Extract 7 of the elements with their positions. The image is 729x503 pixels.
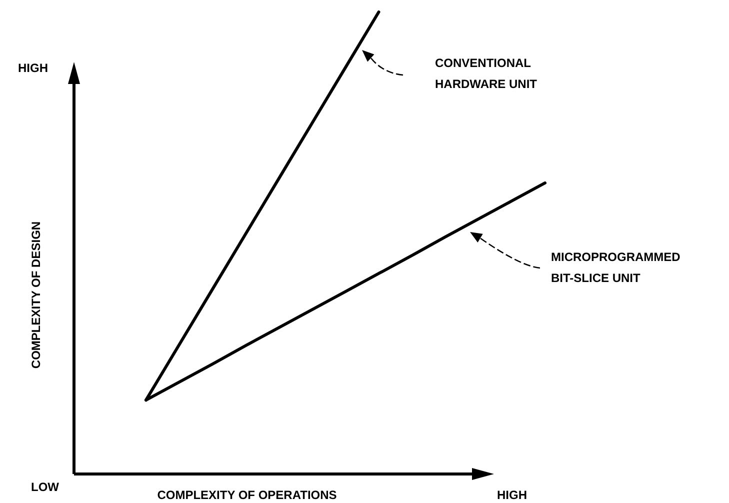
- text: LOW: [31, 480, 60, 494]
- text: MICROPROGRAMMED BIT-SLICE UNIT: [551, 250, 681, 285]
- text: CONVENTIONAL HARDWARE UNIT: [435, 56, 538, 91]
- text: HIGH: [18, 61, 48, 75]
- text: COMPLEXITY OF DESIGN: [29, 221, 43, 369]
- x-axis-title: COMPLEXITY OF OPERATIONS: [157, 488, 337, 502]
- text: HIGH: [497, 488, 527, 502]
